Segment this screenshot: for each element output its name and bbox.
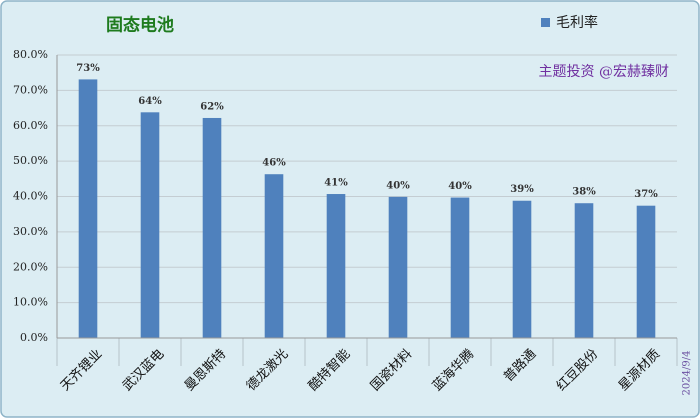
date-annotation: 2024/9/4 xyxy=(682,351,693,396)
data-label: 41% xyxy=(324,178,348,189)
data-label: 62% xyxy=(200,101,224,112)
y-tick-label: 60.0% xyxy=(13,119,48,132)
bar xyxy=(512,200,532,338)
y-tick-label: 50.0% xyxy=(13,154,48,167)
bar xyxy=(202,117,222,338)
bar xyxy=(388,196,408,338)
data-label: 38% xyxy=(572,187,596,198)
y-tick-label: 70.0% xyxy=(13,83,48,96)
chart-title: 固态电池 xyxy=(106,15,174,36)
bar xyxy=(78,79,98,338)
data-label: 73% xyxy=(76,63,100,74)
legend-swatch xyxy=(541,18,550,27)
data-label: 64% xyxy=(138,96,162,107)
data-label: 46% xyxy=(262,158,286,169)
data-label: 40% xyxy=(386,180,410,191)
legend-label: 毛利率 xyxy=(556,14,598,31)
bar xyxy=(450,197,470,338)
y-tick-label: 40.0% xyxy=(13,190,48,203)
data-label: 40% xyxy=(448,181,472,192)
data-label: 39% xyxy=(510,184,534,195)
bar xyxy=(326,194,346,338)
bar xyxy=(574,203,594,338)
data-label: 37% xyxy=(634,189,658,200)
bar xyxy=(140,112,160,339)
y-tick-label: 80.0% xyxy=(13,48,48,61)
annotation: 主题投资 @宏赫臻财 xyxy=(539,64,669,80)
y-tick-label: 20.0% xyxy=(13,260,48,273)
y-tick-label: 30.0% xyxy=(13,225,48,238)
y-tick-label: 10.0% xyxy=(13,296,48,309)
bar xyxy=(636,205,656,338)
y-tick-label: 0.0% xyxy=(20,331,48,344)
bar xyxy=(264,174,284,338)
